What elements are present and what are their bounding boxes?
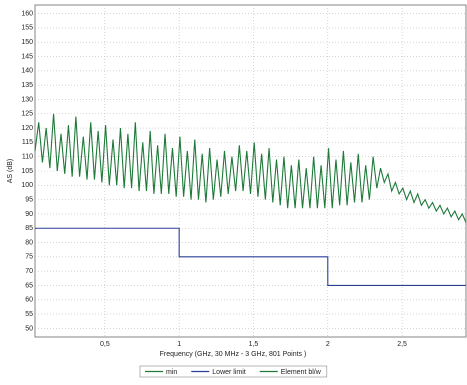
- y-tick-label: 145: [21, 53, 33, 60]
- y-tick-label: 135: [21, 82, 33, 89]
- y-tick-label: 55: [25, 311, 33, 318]
- y-tick-label: 155: [21, 25, 33, 32]
- legend-box: [139, 365, 328, 378]
- y-tick-label: 85: [25, 225, 33, 232]
- y-tick-label: 95: [25, 196, 33, 203]
- y-tick-label: 140: [21, 68, 33, 75]
- y-tick-label: 125: [21, 111, 33, 118]
- y-tick-label: 110: [22, 154, 33, 161]
- y-tick-label: 160: [21, 10, 33, 17]
- data-line: [34, 113, 467, 223]
- data-line: [35, 227, 466, 287]
- y-tick-label: 60: [25, 297, 33, 304]
- x-tick-label: 1: [177, 341, 181, 348]
- legend-label: Lower limit: [212, 369, 246, 376]
- y-tick-label: 100: [21, 182, 33, 189]
- x-tick-label: 2: [326, 341, 330, 348]
- y-tick-label: 80: [25, 239, 33, 246]
- y-tick-label: 65: [25, 282, 33, 289]
- y-tick-label: 90: [25, 211, 33, 218]
- y-tick-label: 120: [21, 125, 33, 132]
- y-axis-label: AS (dB): [7, 159, 14, 184]
- x-tick-label: 0,5: [100, 341, 110, 348]
- legend-label: Element bl/w: [281, 369, 322, 376]
- y-tick-label: 150: [21, 39, 33, 46]
- x-tick-label: 2,5: [397, 341, 407, 348]
- y-tick-label: 50: [25, 325, 33, 332]
- x-tick-label: 1,5: [249, 341, 259, 348]
- y-tick-label: 75: [25, 254, 33, 261]
- y-tick-label: 130: [21, 96, 33, 103]
- x-axis-label: Frequency (GHz, 30 MHz - 3 GHz, 801 Poin…: [160, 351, 307, 358]
- y-tick-label: 115: [22, 139, 33, 146]
- y-tick-label: 70: [25, 268, 33, 275]
- y-tick-label: 105: [21, 168, 33, 175]
- legend-label: min: [166, 369, 177, 376]
